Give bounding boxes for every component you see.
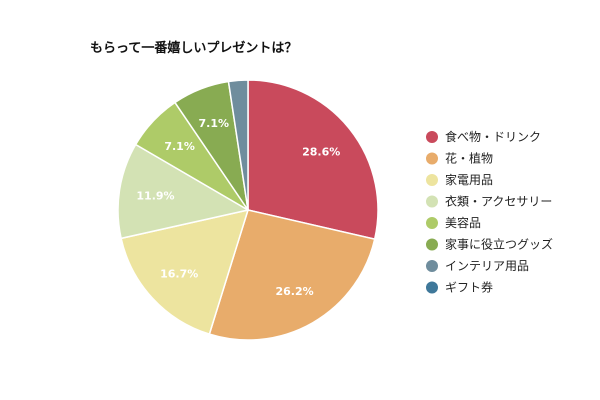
pie-slice-label-5: 7.1% [164,140,195,153]
legend-label-4: 衣類・アクセサリー [445,194,552,209]
legend-swatch-4 [426,195,438,208]
legend-swatch-6 [426,238,438,251]
pie-slice-3 [120,208,250,336]
legend-label-7: インテリア用品 [445,259,529,273]
pie-slice-label-3: 16.7% [160,267,198,280]
legend-swatch-5 [426,217,438,229]
legend-label-6: 家事に役立つグッズ [445,237,553,252]
legend-swatch-1 [426,131,438,143]
chart-title: もらって一番嬉しいプレゼントは？ [90,40,297,56]
legend-label-2: 花・植物 [445,151,493,166]
legend-swatch-3 [426,174,438,186]
pie-slice-label-1: 28.6% [302,146,340,159]
pie-slice-4 [117,143,251,240]
pie-slice-label-2: 26.2% [276,285,314,298]
legend-label-1: 食べ物・ドリンク [445,129,541,144]
pie-slices [117,79,379,341]
legend-swatch-8 [426,281,438,294]
pie-slice-2 [208,209,376,341]
legend-label-8: ギフト券 [445,280,493,295]
pie-slice-label-4: 11.9% [136,190,174,203]
legend-label-5: 美容品 [445,215,481,230]
pie-slice-7 [227,79,249,211]
legend-swatch-2 [426,152,438,165]
pie-slice-1 [247,79,379,241]
pie-slice-label-6: 7.1% [199,117,230,130]
legend-swatch-7 [426,260,438,272]
legend: 食べ物・ドリンク花・植物家電用品衣類・アクセサリー美容品家事に役立つグッズインテ… [426,129,553,295]
legend-label-3: 家電用品 [445,172,493,187]
pie-slice-labels: 28.6% 26.2% 16.7% 11.9% 7.1% 7.1% [136,117,340,298]
